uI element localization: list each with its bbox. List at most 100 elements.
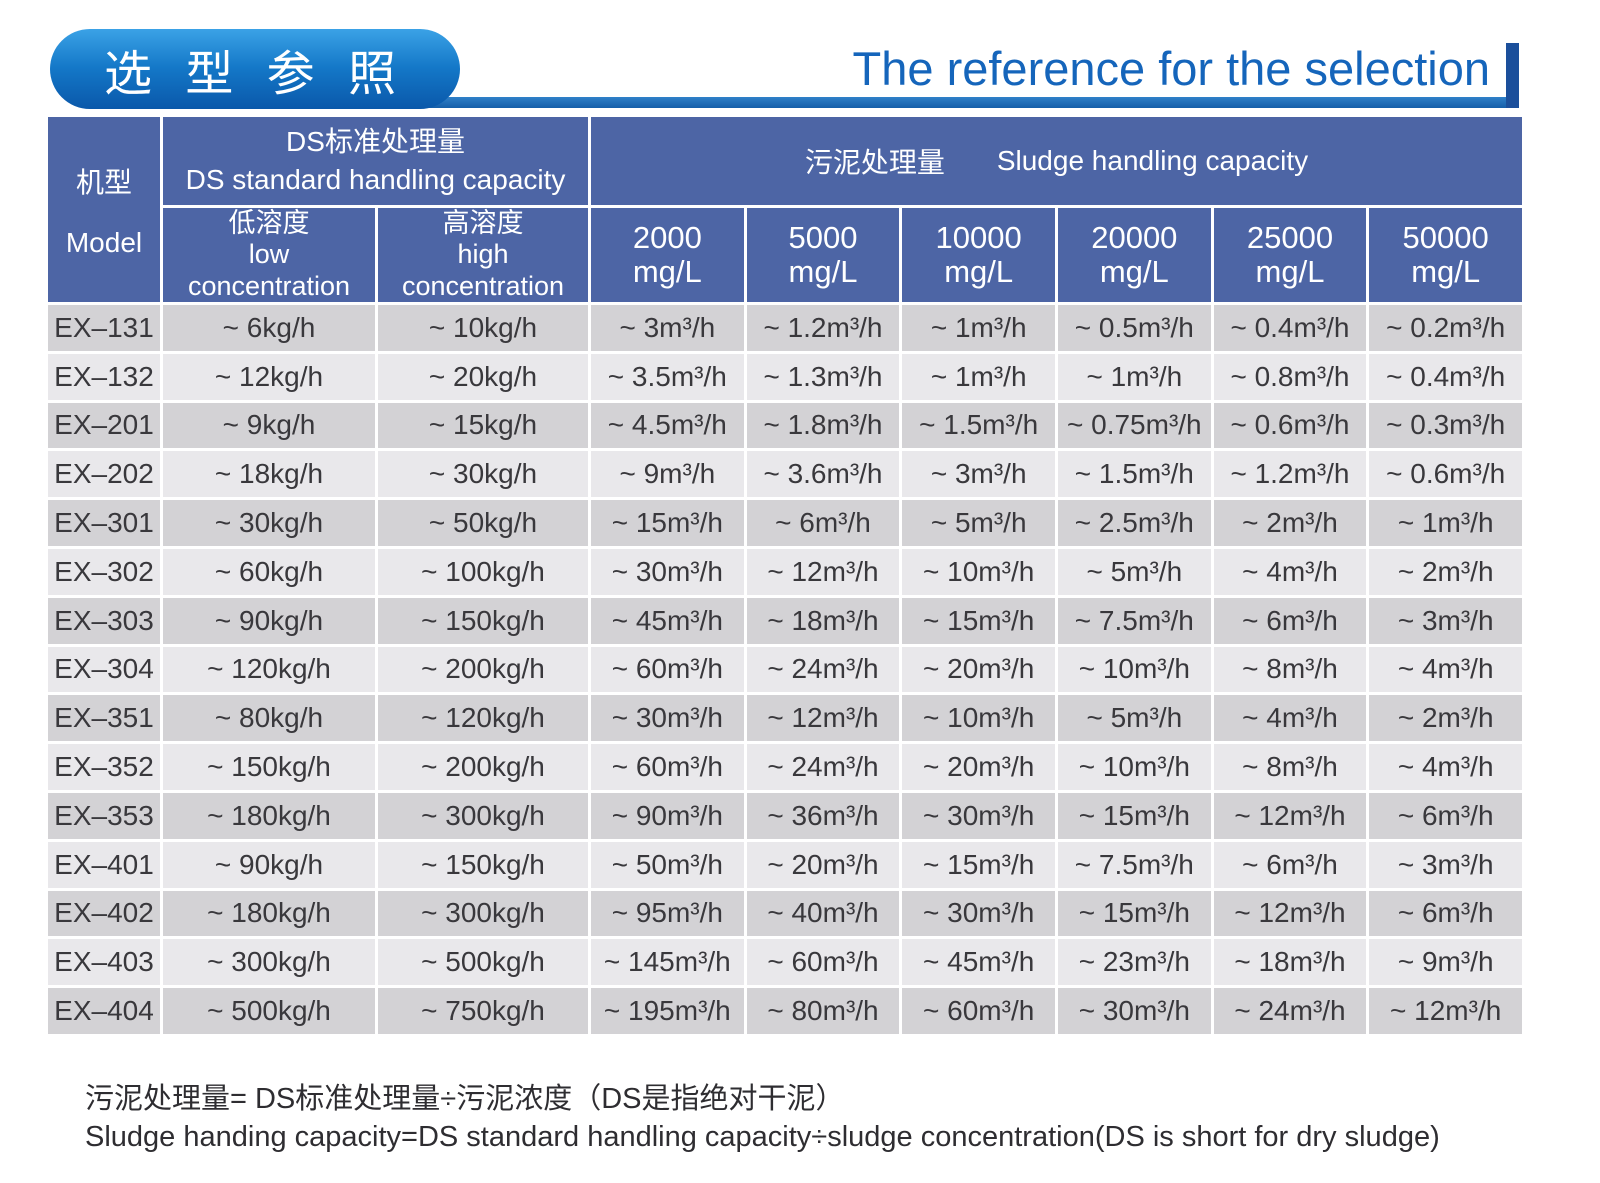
capacity-cell: ~ 15m³/h xyxy=(1058,792,1211,839)
capacity-cell: ~ 12m³/h xyxy=(1213,890,1367,937)
sludge-header-zh: 污泥处理量 xyxy=(804,147,945,178)
ds-capacity-group-header: DS标准处理量 DS standard handling capacity xyxy=(163,117,588,205)
capacity-cell: ~ 15m³/h xyxy=(902,841,1055,888)
capacity-cell: ~ 100kg/h xyxy=(378,548,588,595)
capacity-cell: ~ 4m³/h xyxy=(1369,646,1522,693)
capacity-cell: ~ 30m³/h xyxy=(591,695,744,742)
page-title-zh: 选 型 参 照 xyxy=(103,48,406,101)
capacity-cell: ~ 5m³/h xyxy=(1058,695,1211,742)
capacity-cell: ~ 60m³/h xyxy=(746,939,900,986)
capacity-cell: ~ 150kg/h xyxy=(163,744,375,790)
capacity-cell: ~ 15m³/h xyxy=(1058,890,1211,937)
low-concentration-header: 低溶度 low concentration xyxy=(163,208,375,302)
capacity-cell: ~ 12kg/h xyxy=(163,353,375,400)
capacity-cell: ~ 60m³/h xyxy=(902,988,1055,1034)
title-badge: 选 型 参 照 xyxy=(50,29,460,109)
capacity-cell: ~ 9kg/h xyxy=(163,402,375,449)
capacity-cell: ~ 4.5m³/h xyxy=(591,402,744,449)
capacity-cell: ~ 30m³/h xyxy=(902,890,1055,937)
concentration-header-10000: 10000 mg/L xyxy=(902,208,1055,302)
capacity-cell: ~ 0.6m³/h xyxy=(1213,402,1367,449)
concentration-value: 20000 xyxy=(1091,219,1178,255)
capacity-cell: ~ 36m³/h xyxy=(746,792,900,839)
concentration-header-2000: 2000 mg/L xyxy=(591,208,744,302)
capacity-cell: ~ 8m³/h xyxy=(1213,744,1367,790)
capacity-cell: ~ 4m³/h xyxy=(1213,695,1367,742)
capacity-cell: ~ 30m³/h xyxy=(1058,988,1211,1034)
capacity-cell: ~ 300kg/h xyxy=(378,890,588,937)
capacity-cell: ~ 200kg/h xyxy=(378,744,588,790)
concentration-unit: mg/L xyxy=(944,254,1014,289)
capacity-cell: ~ 12m³/h xyxy=(746,548,900,595)
capacity-cell: ~ 95m³/h xyxy=(591,890,744,937)
footnote-zh: 污泥处理量= DS标准处理量÷污泥浓度（DS是指绝对干泥） xyxy=(85,1083,845,1115)
capacity-cell: ~ 3m³/h xyxy=(902,451,1055,498)
capacity-cell: ~ 18m³/h xyxy=(746,597,900,644)
header-underline xyxy=(310,97,1519,108)
capacity-cell: ~ 45m³/h xyxy=(591,597,744,644)
low-header-en1: low xyxy=(248,239,290,270)
capacity-cell: ~ 24m³/h xyxy=(746,744,900,790)
capacity-cell: ~ 1.5m³/h xyxy=(902,402,1055,449)
capacity-cell: ~ 0.8m³/h xyxy=(1213,353,1367,400)
model-cell: EX–303 xyxy=(48,597,160,644)
model-cell: EX–401 xyxy=(48,841,160,888)
ds-header-en: DS standard handling capacity xyxy=(185,164,566,195)
capacity-cell: ~ 40m³/h xyxy=(746,890,900,937)
capacity-cell: ~ 0.5m³/h xyxy=(1058,305,1211,351)
capacity-cell: ~ 500kg/h xyxy=(378,939,588,986)
header-end-bar xyxy=(1506,43,1519,108)
concentration-unit: mg/L xyxy=(1411,254,1481,289)
capacity-cell: ~ 80m³/h xyxy=(746,988,900,1034)
capacity-cell: ~ 12m³/h xyxy=(1213,792,1367,839)
capacity-cell: ~ 50kg/h xyxy=(378,500,588,546)
capacity-cell: ~ 30kg/h xyxy=(378,451,588,498)
capacity-cell: ~ 10kg/h xyxy=(378,305,588,351)
high-header-en1: high xyxy=(457,239,509,270)
capacity-cell: ~ 30m³/h xyxy=(591,548,744,595)
sludge-header-en: Sludge handling capacity xyxy=(996,145,1309,176)
capacity-cell: ~ 9m³/h xyxy=(1369,939,1522,986)
concentration-header-25000: 25000 mg/L xyxy=(1213,208,1367,302)
capacity-cell: ~ 45m³/h xyxy=(902,939,1055,986)
capacity-cell: ~ 3.5m³/h xyxy=(591,353,744,400)
capacity-cell: ~ 120kg/h xyxy=(163,646,375,693)
capacity-cell: ~ 0.2m³/h xyxy=(1369,305,1522,351)
capacity-cell: ~ 90kg/h xyxy=(163,597,375,644)
low-header-en2: concentration xyxy=(187,270,351,301)
capacity-cell: ~ 1.2m³/h xyxy=(746,305,900,351)
model-header-zh: 机型 xyxy=(75,166,132,198)
model-cell: EX–353 xyxy=(48,792,160,839)
capacity-cell: ~ 15kg/h xyxy=(378,402,588,449)
capacity-cell: ~ 6m³/h xyxy=(1213,597,1367,644)
capacity-cell: ~ 1.3m³/h xyxy=(746,353,900,400)
concentration-unit: mg/L xyxy=(788,254,858,289)
concentration-value: 10000 xyxy=(935,219,1022,255)
capacity-cell: ~ 180kg/h xyxy=(163,792,375,839)
high-concentration-header: 高溶度 high concentration xyxy=(378,208,588,302)
capacity-cell: ~ 23m³/h xyxy=(1058,939,1211,986)
capacity-cell: ~ 7.5m³/h xyxy=(1058,597,1211,644)
capacity-cell: ~ 30kg/h xyxy=(163,500,375,546)
high-header-zh: 高溶度 xyxy=(442,207,524,238)
capacity-cell: ~ 0.3m³/h xyxy=(1369,402,1522,449)
capacity-cell: ~ 6m³/h xyxy=(1213,841,1367,888)
concentration-header-5000: 5000 mg/L xyxy=(746,208,900,302)
capacity-cell: ~ 80kg/h xyxy=(163,695,375,742)
capacity-cell: ~ 0.6m³/h xyxy=(1369,451,1522,498)
capacity-cell: ~ 0.4m³/h xyxy=(1369,353,1522,400)
capacity-cell: ~ 24m³/h xyxy=(1213,988,1367,1034)
model-cell: EX–304 xyxy=(48,646,160,693)
capacity-cell: ~ 15m³/h xyxy=(591,500,744,546)
capacity-cell: ~ 6m³/h xyxy=(746,500,900,546)
capacity-cell: ~ 2m³/h xyxy=(1213,500,1367,546)
capacity-cell: ~ 8m³/h xyxy=(1213,646,1367,693)
concentration-value: 5000 xyxy=(788,219,858,255)
capacity-cell: ~ 120kg/h xyxy=(378,695,588,742)
capacity-cell: ~ 300kg/h xyxy=(378,792,588,839)
capacity-cell: ~ 90m³/h xyxy=(591,792,744,839)
capacity-cell: ~ 2m³/h xyxy=(1369,695,1522,742)
capacity-cell: ~ 12m³/h xyxy=(1369,988,1522,1034)
concentration-header-50000: 50000 mg/L xyxy=(1369,208,1522,302)
ds-header-zh: DS标准处理量 xyxy=(286,126,465,158)
